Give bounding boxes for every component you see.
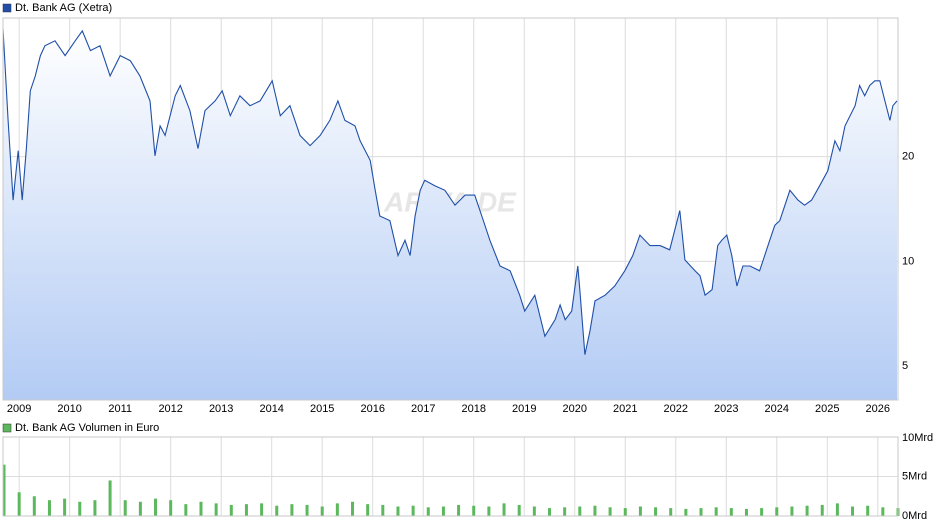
volume-bar [851,506,855,516]
chart-title: Dt. Bank AG (Xetra) [15,2,112,14]
volume-bar [229,504,233,516]
volume-bar [17,492,21,516]
x-tick-label: 2009 [7,403,31,415]
volume-bar [138,501,142,516]
volume-bar [820,504,824,516]
volume-bar [699,508,703,516]
volume-bar [866,505,870,516]
x-tick-label: 2015 [310,403,334,415]
volume-bar [790,506,794,516]
x-tick-label: 2019 [512,403,536,415]
volume-bar [351,501,355,516]
volume-bar [2,464,6,516]
x-tick-label: 2012 [158,403,182,415]
volume-bar [335,503,339,516]
volume-bar [593,505,597,516]
volume-bar [547,508,551,516]
y-tick-label: 10 [902,255,914,267]
volume-bar [78,501,82,516]
x-tick-label: 2013 [209,403,233,415]
volume-bar [305,504,309,516]
x-tick-label: 2020 [563,403,587,415]
volume-bar [184,504,188,516]
volume-bar [760,508,764,516]
volume-bar [805,505,809,516]
x-tick-label: 2025 [815,403,839,415]
x-tick-label: 2021 [613,403,637,415]
plot-frame [2,436,899,517]
volume-bar [260,503,264,516]
volume-bar [502,503,506,516]
x-tick-label: 2010 [57,403,81,415]
y-tick-label: 5 [902,360,908,372]
volume-bar [684,508,688,516]
x-tick-label: 2011 [108,403,132,415]
volume-bar [426,507,430,516]
x-tick-label: 2018 [461,403,485,415]
volume-bar [638,506,642,516]
y-tick-label: 5Mrd [902,470,927,482]
x-tick-label: 2026 [866,403,890,415]
volume-bar [487,506,491,516]
volume-bar [669,508,673,516]
volume-bar [608,507,612,516]
volume-bar [396,506,400,516]
y-tick-label: 20 [902,150,914,162]
chart-title: Dt. Bank AG Volumen in Euro [15,422,159,434]
volume-bar [563,507,567,516]
volume-bar [881,507,885,516]
x-tick-label: 2016 [360,403,384,415]
volume-bar [32,496,36,516]
volume-bar [441,506,445,516]
volume-bar [578,506,582,516]
volume-bar [472,505,476,516]
legend-swatch [2,423,12,433]
volume-bar [714,507,718,516]
volume-bar [275,505,279,516]
volume-bar [123,500,127,516]
volume-bar [517,504,521,516]
volume-bar [457,504,461,516]
area [3,28,897,400]
volume-bar [108,480,112,516]
volume-bar [169,500,173,516]
y-tick-label: 10Mrd [902,432,933,444]
price-line [2,28,898,355]
x-tick-label: 2024 [765,403,789,415]
volume-bar [744,508,748,516]
y-tick-label: 0Mrd [902,510,927,522]
volume-bar [214,503,218,516]
volume-bar [93,500,97,516]
volume-bar [366,504,370,516]
volume-bar [381,504,385,516]
legend-swatch [2,3,12,13]
x-tick-label: 2017 [411,403,435,415]
x-tick-label: 2023 [714,403,738,415]
volume-bar [411,505,415,516]
volume-bar [532,506,536,516]
volume-bar [290,504,294,516]
volume-bar [199,501,203,516]
x-tick-label: 2022 [664,403,688,415]
volume-bar [835,503,839,516]
volume-bar [244,504,248,516]
volume-bar [320,506,324,516]
volume-bar [63,498,67,516]
volume-bar [47,500,51,516]
volume-bar [654,507,658,516]
volume-bar [775,507,779,516]
volume-bar [154,498,158,516]
volume-bar [729,508,733,516]
plot-frame [2,17,899,401]
x-tick-label: 2014 [259,403,283,415]
volume-bar [623,508,627,516]
